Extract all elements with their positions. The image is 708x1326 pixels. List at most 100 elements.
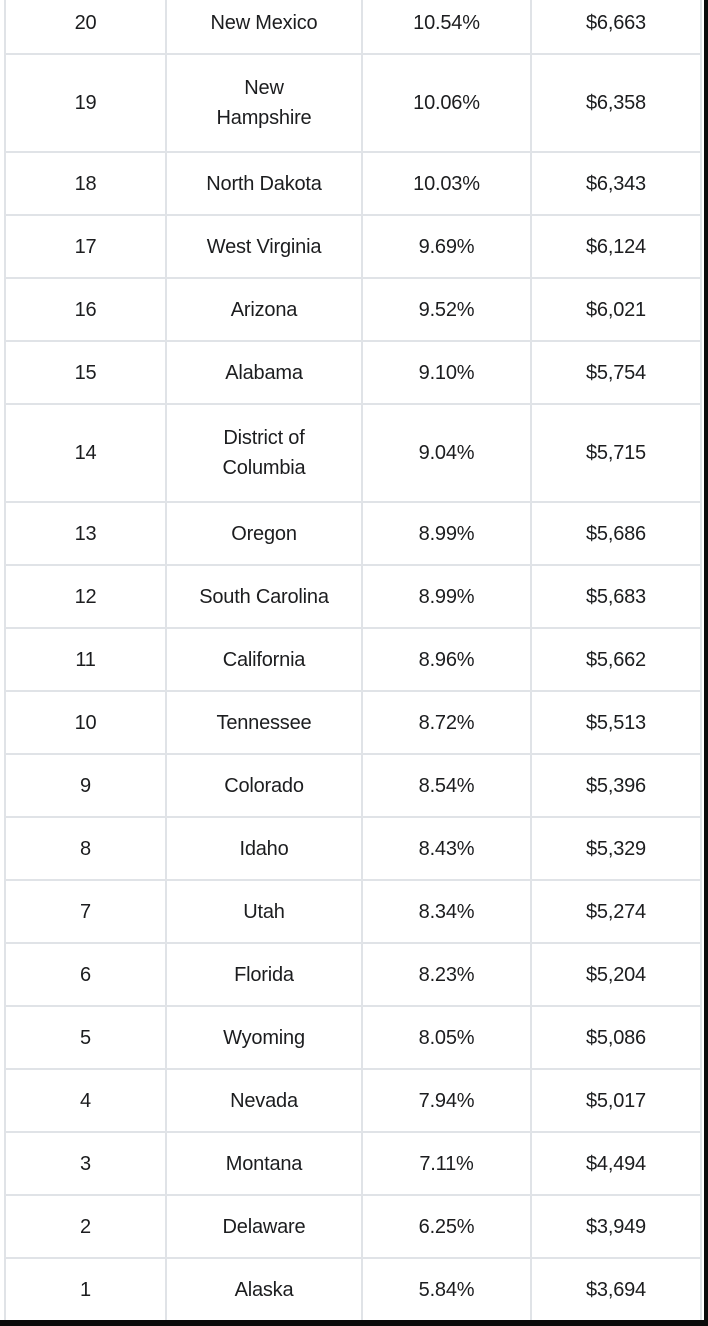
percent-cell-text: 10.54% [413, 11, 480, 34]
amount-cell: $5,754 [530, 340, 702, 405]
table-row: 11 California 8.96% $5,662 [4, 627, 702, 692]
rank-cell: 19 [4, 53, 167, 153]
state-cell-text: Utah [243, 900, 285, 923]
state-cell-text: Idaho [239, 837, 289, 860]
state-cell: Oregon [165, 501, 363, 566]
amount-cell: $6,021 [530, 277, 702, 342]
percent-cell-text: 8.96% [418, 648, 475, 671]
table-row: 18 North Dakota 10.03% $6,343 [4, 151, 702, 216]
percent-cell: 7.11% [361, 1131, 532, 1196]
amount-cell-text: $6,343 [586, 172, 646, 195]
rank-cell: 9 [4, 753, 167, 818]
rank-cell: 8 [4, 816, 167, 881]
table-row: 16 Arizona 9.52% $6,021 [4, 277, 702, 342]
percent-cell: 8.99% [361, 501, 532, 566]
state-cell: Idaho [165, 816, 363, 881]
table-row: 13 Oregon 8.99% $5,686 [4, 501, 702, 566]
rank-cell-text: 20 [74, 11, 97, 34]
percent-cell-text: 6.25% [418, 1215, 475, 1238]
amount-cell: $5,513 [530, 690, 702, 755]
table-row: 19 New Hampshire 10.06% $6,358 [4, 53, 702, 153]
percent-cell: 7.94% [361, 1068, 532, 1133]
table-row: 1 Alaska 5.84% $3,694 [4, 1257, 702, 1322]
table-row: 4 Nevada 7.94% $5,017 [4, 1068, 702, 1133]
state-cell-text: Arizona [230, 298, 298, 321]
amount-cell: $4,494 [530, 1131, 702, 1196]
percent-cell-text: 10.03% [413, 172, 480, 195]
state-cell-text: Wyoming [223, 1026, 305, 1049]
percent-cell-text: 7.94% [418, 1089, 475, 1112]
table-row: 2 Delaware 6.25% $3,949 [4, 1194, 702, 1259]
percent-cell-text: 9.04% [418, 442, 475, 464]
rank-cell-text: 3 [80, 1152, 91, 1175]
percent-cell: 9.52% [361, 277, 532, 342]
state-cell: Arizona [165, 277, 363, 342]
amount-cell-text: $5,329 [586, 837, 646, 860]
percent-cell: 8.72% [361, 690, 532, 755]
amount-cell: $5,662 [530, 627, 702, 692]
amount-cell-text: $3,949 [586, 1215, 646, 1238]
amount-cell-text: $5,686 [586, 522, 646, 545]
state-cell-text: Colorado [224, 774, 304, 797]
rank-cell: 7 [4, 879, 167, 944]
state-cell: South Carolina [165, 564, 363, 629]
table-container: 20 New Mexico 10.54% $6,663 19 New Hampshire 1… [4, 0, 702, 1322]
state-cell: Tennessee [165, 690, 363, 755]
amount-cell: $6,358 [530, 53, 702, 153]
amount-cell: $6,663 [530, 0, 702, 55]
percent-cell-text: 8.99% [418, 585, 475, 608]
percent-cell-text: 8.54% [418, 774, 475, 797]
rank-cell-text: 13 [74, 522, 97, 545]
percent-cell: 8.23% [361, 942, 532, 1007]
amount-cell-text: $6,358 [586, 92, 646, 114]
rank-cell-text: 12 [74, 585, 97, 608]
amount-cell: $5,329 [530, 816, 702, 881]
state-cell: Colorado [165, 753, 363, 818]
amount-cell: $3,694 [530, 1257, 702, 1322]
percent-cell-text: 9.10% [418, 361, 475, 384]
table-row: 20 New Mexico 10.54% $6,663 [4, 0, 702, 55]
rank-cell-text: 15 [74, 361, 97, 384]
percent-cell-text: 9.52% [418, 298, 475, 321]
amount-cell: $5,396 [530, 753, 702, 818]
table-row: 3 Montana 7.11% $4,494 [4, 1131, 702, 1196]
state-cell: District of Columbia [165, 403, 363, 503]
rank-cell: 16 [4, 277, 167, 342]
percent-cell-text: 8.05% [418, 1026, 475, 1049]
rank-cell: 12 [4, 564, 167, 629]
rank-cell: 4 [4, 1068, 167, 1133]
amount-cell-text: $5,017 [586, 1089, 646, 1112]
amount-cell: $5,204 [530, 942, 702, 1007]
state-cell: Alaska [165, 1257, 363, 1322]
state-cell-text: New Hampshire [216, 77, 312, 129]
state-cell: California [165, 627, 363, 692]
rank-cell: 3 [4, 1131, 167, 1196]
amount-cell: $6,124 [530, 214, 702, 279]
rank-cell-text: 11 [75, 648, 96, 671]
rank-cell-text: 5 [80, 1026, 91, 1049]
percent-cell-text: 5.84% [418, 1278, 475, 1301]
state-cell: New Mexico [165, 0, 363, 55]
table-row: 5 Wyoming 8.05% $5,086 [4, 1005, 702, 1070]
table-row: 7 Utah 8.34% $5,274 [4, 879, 702, 944]
rank-cell: 11 [4, 627, 167, 692]
rank-cell-text: 9 [80, 774, 91, 797]
rank-cell: 5 [4, 1005, 167, 1070]
rank-cell: 18 [4, 151, 167, 216]
state-cell: Delaware [165, 1194, 363, 1259]
table-row: 12 South Carolina 8.99% $5,683 [4, 564, 702, 629]
state-cell-text: New Mexico [210, 11, 318, 34]
percent-cell-text: 8.34% [418, 900, 475, 923]
percent-cell: 10.54% [361, 0, 532, 55]
percent-cell: 9.10% [361, 340, 532, 405]
amount-cell-text: $5,513 [586, 711, 646, 734]
percent-cell: 10.03% [361, 151, 532, 216]
state-cell-text: Oregon [231, 522, 297, 545]
state-cell: Alabama [165, 340, 363, 405]
table-row: 10 Tennessee 8.72% $5,513 [4, 690, 702, 755]
rank-cell-text: 4 [80, 1089, 91, 1112]
rank-cell: 1 [4, 1257, 167, 1322]
state-cell-text: California [222, 648, 306, 671]
right-edge-border [704, 0, 708, 1326]
